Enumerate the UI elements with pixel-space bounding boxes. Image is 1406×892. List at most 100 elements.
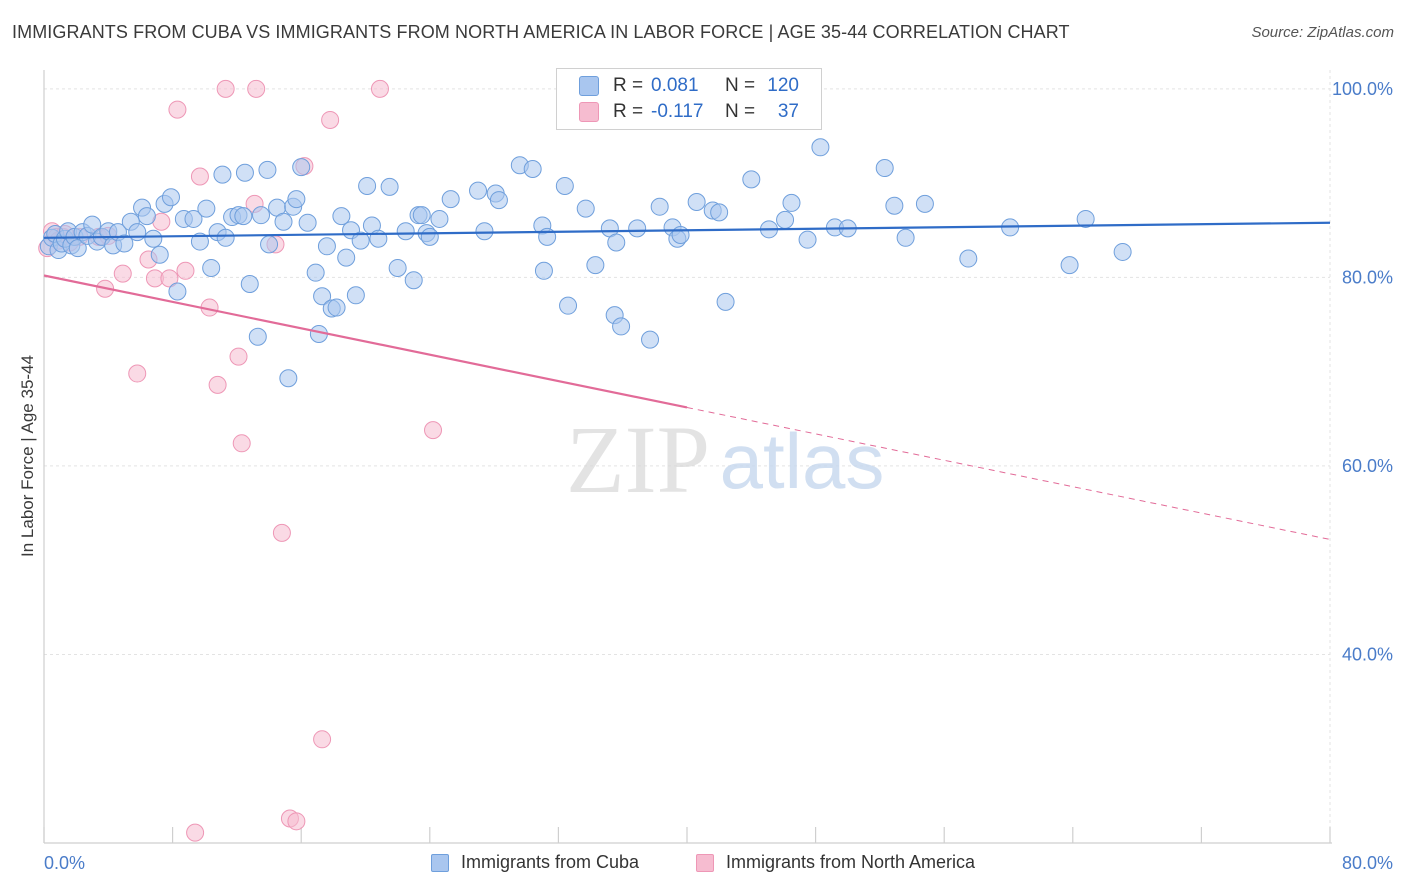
cuba-point — [190, 232, 209, 251]
north-america-point — [229, 347, 248, 366]
cuba-point — [258, 160, 277, 179]
north-america-point — [208, 375, 227, 394]
cuba-point — [441, 190, 460, 209]
cuba-point — [234, 207, 253, 226]
cuba-point — [716, 292, 735, 311]
y-tick-label: 80.0% — [1342, 267, 1393, 287]
legend-swatch-north-america — [579, 102, 599, 122]
legend-r-value: -0.117 — [651, 101, 704, 122]
y-tick-label: 100.0% — [1332, 79, 1393, 99]
watermark: ZIP atlas — [566, 406, 884, 513]
y-tick-label: 60.0% — [1342, 456, 1393, 476]
cuba-point — [710, 203, 729, 222]
north-america-point — [186, 823, 205, 842]
cuba-point — [430, 209, 449, 228]
cuba-point — [1076, 209, 1095, 228]
cuba-point — [358, 176, 377, 195]
north-america-point — [128, 364, 147, 383]
cuba-point — [161, 188, 180, 207]
cuba-point — [412, 206, 431, 225]
cuba-point — [313, 287, 332, 306]
cuba-point — [915, 194, 934, 213]
legend-swatch-north-america — [696, 853, 714, 872]
cuba-point — [248, 327, 267, 346]
cuba-point — [811, 138, 830, 157]
cuba-point — [959, 249, 978, 268]
cuba-point — [260, 235, 279, 254]
watermark-zip: ZIP — [566, 406, 710, 513]
legend-swatch-cuba — [431, 853, 449, 872]
cuba-point — [115, 234, 134, 253]
cuba-point — [317, 237, 336, 256]
cuba-point — [875, 159, 894, 178]
cuba-point — [150, 245, 169, 264]
north-america-point — [168, 100, 187, 119]
legend-r-label: R = — [613, 75, 644, 96]
cuba-point — [798, 230, 817, 249]
cuba-point — [742, 170, 761, 189]
north-america-point — [313, 730, 332, 749]
x-tick-label: 0.0% — [44, 853, 85, 873]
cuba-point — [128, 223, 147, 242]
cuba-point — [1060, 256, 1079, 275]
cuba-point — [420, 227, 439, 246]
legend-row-north-america: R = -0.117 N = 37 — [579, 101, 799, 123]
cuba-point — [380, 177, 399, 196]
legend-item-north-america[interactable]: Immigrants from North America — [696, 852, 975, 873]
cuba-point — [896, 228, 915, 247]
cuba-point — [469, 181, 488, 200]
cuba-point — [137, 207, 156, 226]
cuba-point — [475, 222, 494, 241]
cuba-point — [559, 296, 578, 315]
legend-label-cuba: Immigrants from Cuba — [461, 852, 640, 872]
series-cuba-points — [39, 138, 1132, 388]
cuba-point — [213, 165, 232, 184]
cuba-point — [351, 231, 370, 250]
legend-n-label: N = — [725, 75, 756, 96]
north-america-point — [370, 79, 389, 98]
series-north-america-points — [38, 79, 443, 842]
north-america-point — [424, 421, 443, 440]
legend-r-value: 0.081 — [651, 75, 699, 96]
trend-line-cuba — [43, 221, 1331, 239]
cuba-point — [202, 258, 221, 277]
legend-item-cuba[interactable]: Immigrants from Cuba — [431, 852, 639, 873]
cuba-point — [144, 229, 163, 248]
north-america-point — [113, 264, 132, 283]
source-label: Source: ZipAtlas.com — [1251, 24, 1394, 41]
cuba-point — [287, 190, 306, 209]
legend-swatch-cuba — [579, 76, 599, 96]
north-america-point — [190, 167, 209, 186]
cuba-point — [346, 286, 365, 305]
cuba-point — [1113, 242, 1132, 261]
cuba-point — [292, 158, 311, 177]
cuba-point — [576, 199, 595, 218]
cuba-point — [782, 193, 801, 212]
cuba-point — [628, 219, 647, 238]
cuba-point — [555, 176, 574, 195]
watermark-atlas: atlas — [720, 417, 885, 505]
cuba-point — [332, 207, 351, 226]
cuba-point — [650, 197, 669, 216]
cuba-point — [216, 228, 235, 247]
cuba-point — [240, 274, 259, 293]
trend-lines — [43, 221, 1331, 540]
cuba-point — [274, 212, 293, 231]
correlation-legend: R = 0.081 N = 120 R = -0.117 N = 37 — [556, 68, 822, 130]
north-america-point — [160, 269, 179, 288]
tick-labels: 100.0% 80.0% 60.0% 40.0% 0.0% 80.0% — [44, 79, 1393, 873]
cuba-point — [83, 215, 102, 234]
north-america-point — [232, 434, 251, 453]
legend-n-label: N = — [725, 101, 756, 122]
cuba-point — [641, 330, 660, 349]
legend-label-north-america: Immigrants from North America — [726, 852, 976, 872]
north-america-point — [216, 79, 235, 98]
north-america-point — [287, 812, 306, 831]
cuba-point — [388, 258, 407, 277]
y-tick-label: 40.0% — [1342, 644, 1393, 664]
cuba-point — [523, 159, 542, 178]
cuba-point — [197, 199, 216, 218]
chart-title: IMMIGRANTS FROM CUBA VS IMMIGRANTS FROM … — [12, 22, 1070, 42]
cuba-point — [671, 225, 690, 244]
